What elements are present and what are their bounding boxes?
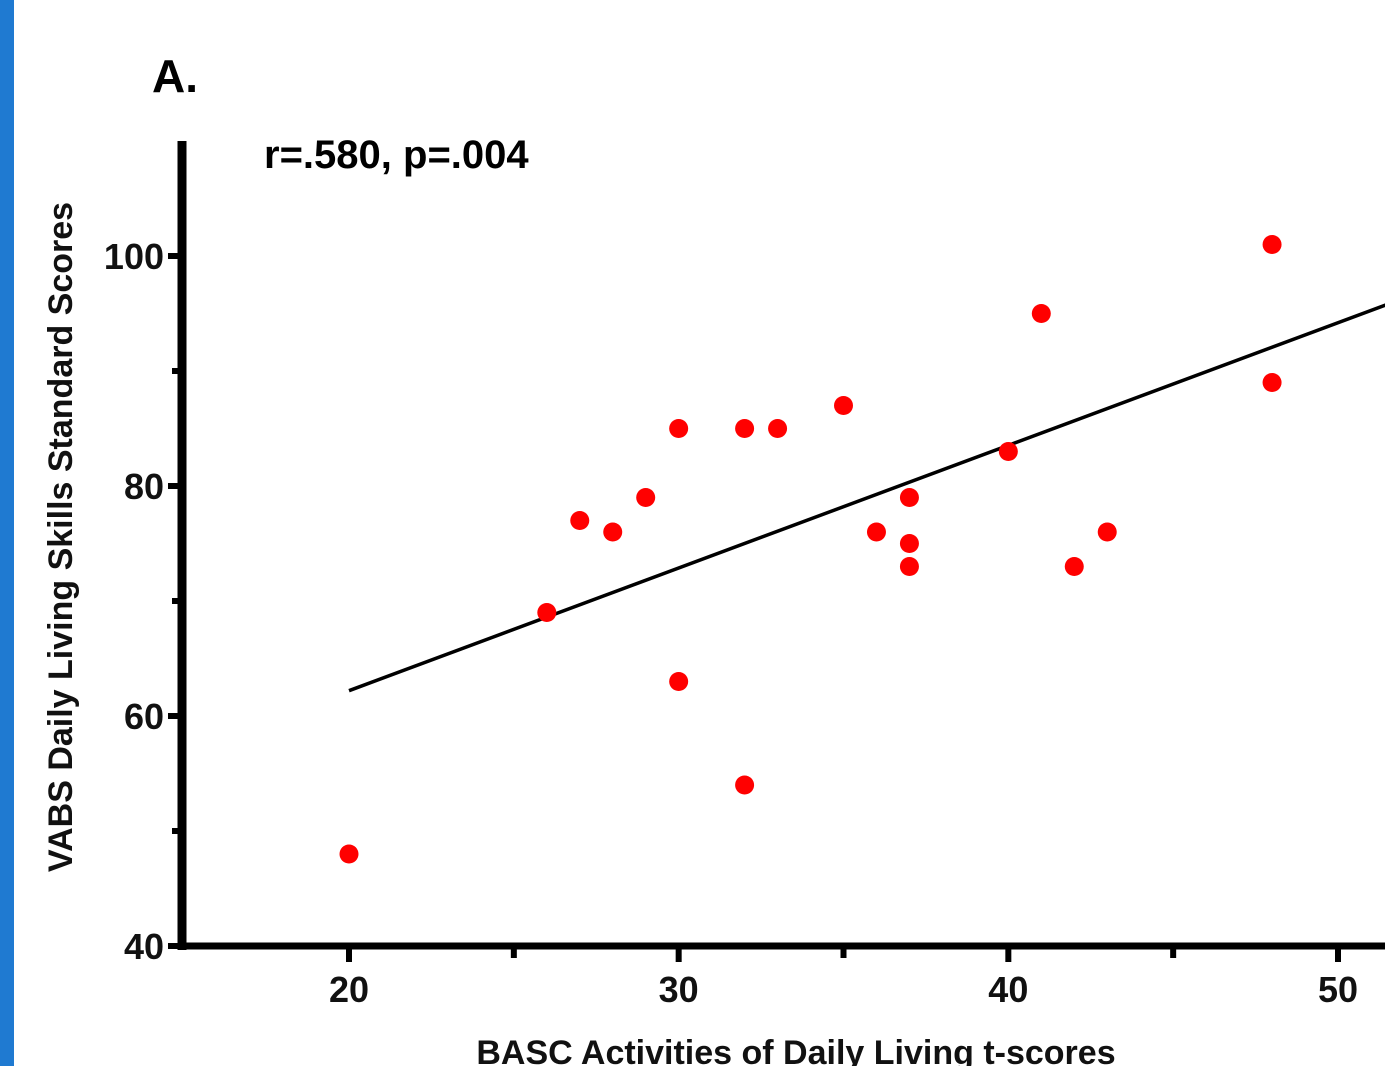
regression-line — [348, 303, 1385, 693]
x-tick-label: 20 — [329, 969, 369, 1010]
data-point — [1031, 304, 1051, 323]
x-axis-title: BASC Activities of Daily Living t-scores — [476, 1034, 1115, 1066]
data-point — [339, 844, 359, 864]
axes-layer — [177, 141, 1385, 950]
ticks-layer: 40 60 80 100 20 30 40 50 — [104, 236, 1358, 1010]
data-point — [570, 511, 590, 530]
data-point — [1097, 522, 1117, 542]
data-point — [768, 419, 788, 438]
data-point — [1262, 373, 1282, 392]
frame-border — [0, 0, 14, 1066]
data-point — [899, 488, 919, 507]
data-point — [636, 488, 656, 507]
y-axis-title: VABS Daily Living Skills Standard Scores — [42, 202, 80, 872]
data-point — [866, 522, 886, 542]
y-tick-label: 40 — [124, 926, 164, 967]
data-point — [537, 603, 557, 622]
y-tick-label: 100 — [104, 236, 164, 277]
data-point — [1262, 235, 1282, 254]
y-tick-label: 80 — [124, 466, 164, 507]
data-point — [669, 672, 689, 691]
x-tick-label: 40 — [988, 969, 1028, 1010]
data-point — [1064, 557, 1084, 576]
x-tick-label: 30 — [659, 969, 699, 1010]
data-point — [603, 522, 623, 542]
data-point — [834, 396, 853, 415]
data-point — [899, 534, 919, 553]
data-point — [899, 557, 919, 576]
data-point — [669, 419, 689, 438]
points-layer — [339, 235, 1282, 864]
regression-layer — [348, 303, 1385, 693]
x-tick-label: 50 — [1318, 969, 1358, 1010]
data-point — [998, 442, 1018, 461]
y-tick-label: 60 — [124, 696, 164, 737]
panel-label: A. — [152, 50, 198, 102]
data-point — [735, 775, 755, 795]
data-point — [735, 419, 755, 438]
correlation-annotation: r=.580, p=.004 — [264, 133, 529, 177]
